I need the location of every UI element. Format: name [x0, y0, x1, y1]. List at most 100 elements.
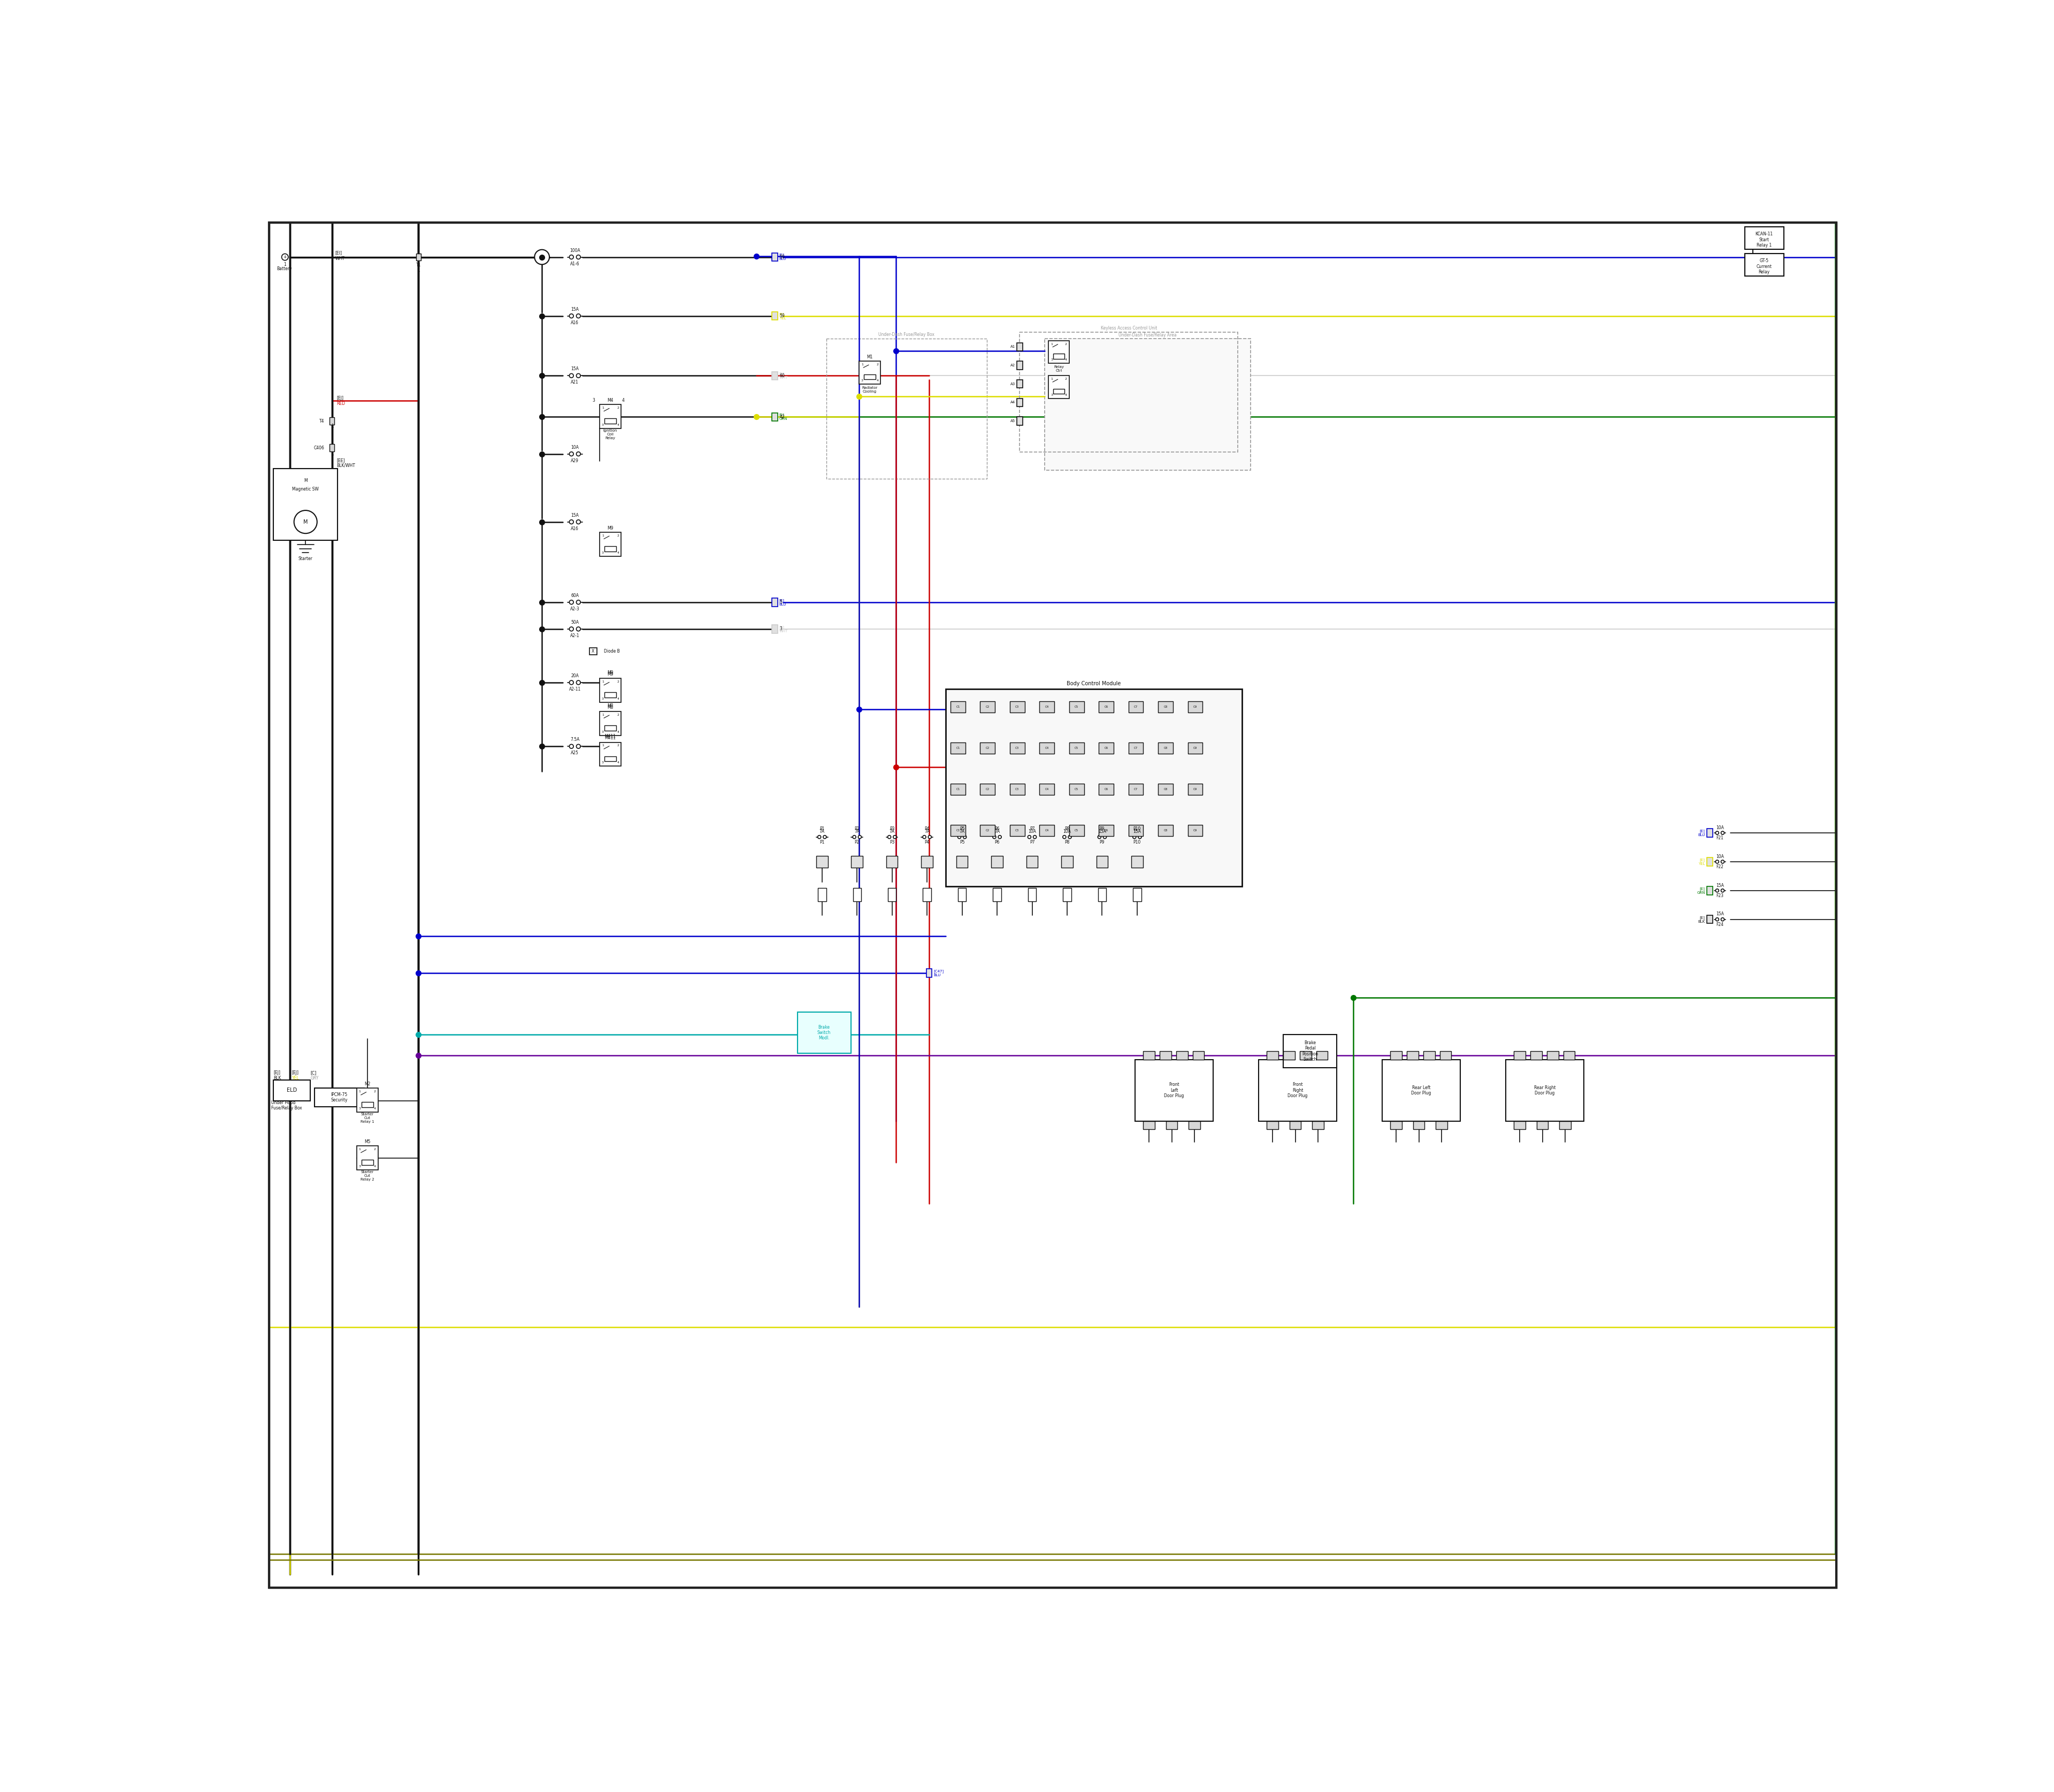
Bar [815, 857, 828, 867]
Text: P9: P9 [1099, 826, 1105, 831]
Text: 2: 2 [616, 407, 618, 409]
Bar [1128, 742, 1144, 754]
Bar [1187, 701, 1202, 713]
Text: 1: 1 [602, 407, 604, 409]
Circle shape [1721, 831, 1723, 835]
Text: Brake
Pedal
Position
Switch: Brake Pedal Position Switch [1302, 1041, 1319, 1063]
Bar [1011, 701, 1025, 713]
Bar [1136, 1059, 1214, 1122]
Text: M8: M8 [608, 704, 614, 710]
Text: A4: A4 [1011, 401, 1015, 403]
Bar [604, 418, 616, 423]
Text: C7: C7 [1134, 747, 1138, 749]
Text: 4: 4 [1064, 394, 1068, 396]
Text: C9: C9 [1193, 706, 1197, 708]
Bar [1099, 824, 1113, 837]
Bar [1187, 742, 1202, 754]
Text: C9: C9 [1193, 788, 1197, 790]
Text: C6: C6 [1105, 788, 1109, 790]
Bar [1177, 1052, 1187, 1059]
Bar [1382, 1059, 1460, 1122]
Text: [E]
YEL: [E] YEL [778, 312, 787, 319]
Text: M: M [304, 520, 308, 525]
Circle shape [577, 314, 581, 317]
Text: 4: 4 [1064, 358, 1068, 362]
Text: Starter
Cut
Relay 2: Starter Cut Relay 2 [359, 1170, 374, 1181]
Bar [1144, 1122, 1154, 1129]
Bar [887, 889, 896, 901]
Text: A5: A5 [1011, 419, 1015, 423]
Circle shape [569, 681, 573, 685]
Bar [1300, 1052, 1310, 1059]
Bar [415, 253, 421, 262]
Text: Front
Right
Door Plug: Front Right Door Plug [1288, 1082, 1308, 1098]
Bar [850, 857, 863, 867]
Text: 1: 1 [359, 1149, 362, 1150]
Bar [1134, 889, 1142, 901]
Text: C8: C8 [1163, 830, 1167, 831]
Circle shape [824, 835, 826, 839]
Text: 5: 5 [781, 600, 783, 604]
Text: 4: 4 [616, 731, 618, 733]
Text: 15A: 15A [1715, 912, 1723, 916]
Text: 1: 1 [602, 713, 604, 717]
Text: 7A: 7A [820, 830, 826, 835]
Text: 4: 4 [374, 1165, 376, 1168]
Text: 3: 3 [861, 380, 863, 382]
Bar [1563, 1052, 1575, 1059]
Text: [E]
WHT: [E] WHT [778, 373, 789, 380]
Bar [1536, 1122, 1549, 1129]
Text: 15A: 15A [1099, 830, 1105, 835]
Bar [1017, 398, 1023, 407]
Circle shape [1132, 835, 1136, 839]
Text: 7.5A: 7.5A [571, 737, 579, 742]
Bar [1070, 824, 1085, 837]
Text: 3: 3 [359, 1107, 362, 1109]
Bar [604, 692, 616, 697]
Text: Body Control Module: Body Control Module [1066, 681, 1121, 686]
Bar [1290, 1122, 1300, 1129]
Circle shape [963, 835, 965, 839]
Text: 10A: 10A [571, 444, 579, 450]
Circle shape [577, 744, 581, 749]
Bar [1099, 783, 1113, 796]
Text: P3: P3 [889, 840, 896, 844]
Text: C1: C1 [955, 747, 959, 749]
Text: 15A: 15A [1134, 830, 1142, 835]
Text: C4: C4 [1045, 830, 1050, 831]
Text: C406: C406 [314, 446, 325, 450]
Bar [772, 312, 778, 321]
Text: 4: 4 [616, 697, 618, 701]
Text: 1: 1 [602, 534, 604, 538]
Text: Diode B: Diode B [604, 649, 620, 654]
Text: F21: F21 [1717, 835, 1723, 840]
Text: 1: 1 [283, 262, 286, 267]
Text: 3: 3 [592, 398, 596, 403]
Bar [604, 756, 616, 762]
Bar [329, 444, 335, 452]
Bar [1011, 783, 1025, 796]
Bar [772, 412, 778, 421]
Bar [1436, 1122, 1448, 1129]
Bar [362, 1102, 374, 1107]
Text: P5: P5 [959, 840, 965, 844]
Circle shape [992, 835, 996, 839]
Text: 10A: 10A [1715, 826, 1723, 830]
Text: 3: 3 [1050, 394, 1054, 396]
Bar [957, 857, 967, 867]
Text: 2: 2 [374, 1090, 376, 1093]
Bar [951, 824, 965, 837]
Bar [604, 547, 616, 552]
Text: 3: 3 [602, 762, 604, 763]
Text: P4: P4 [924, 826, 930, 831]
Circle shape [1721, 918, 1723, 921]
Text: 4: 4 [616, 762, 618, 763]
Circle shape [1715, 831, 1719, 835]
Bar [1054, 389, 1064, 394]
Bar [1413, 1122, 1425, 1129]
Bar [1707, 828, 1713, 837]
Text: 3: 3 [602, 552, 604, 554]
Text: Front
Left
Door Plug: Front Left Door Plug [1165, 1082, 1185, 1098]
Bar [1017, 362, 1023, 369]
Text: A1: A1 [1011, 346, 1015, 348]
